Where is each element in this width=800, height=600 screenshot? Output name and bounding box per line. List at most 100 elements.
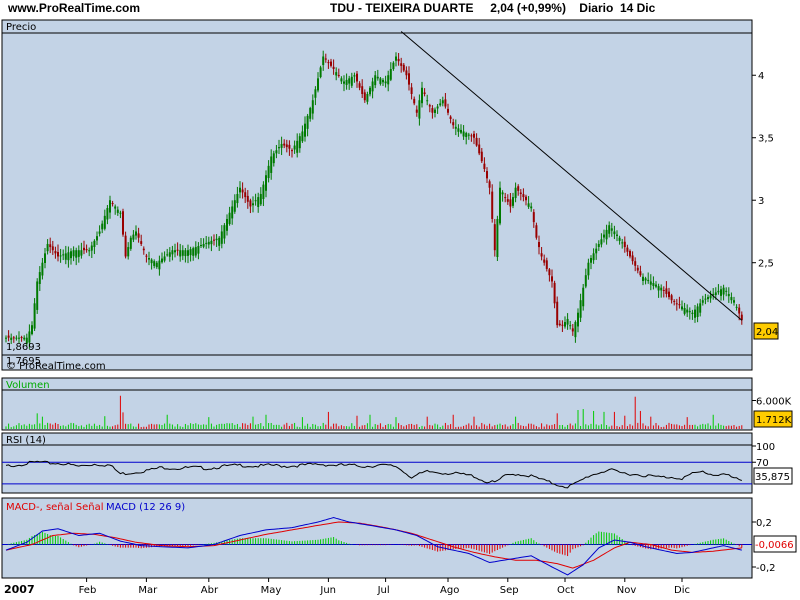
- price-panel-label: Precio: [6, 22, 36, 33]
- candle-body: [691, 312, 694, 315]
- candle-body: [447, 108, 449, 113]
- candle-body: [405, 70, 408, 76]
- candle-body: [605, 229, 608, 240]
- candle-body: [400, 63, 403, 66]
- candle-body: [145, 255, 148, 257]
- candle-body: [231, 206, 234, 219]
- candle-body: [460, 129, 462, 133]
- candle-body: [254, 200, 257, 202]
- candle-body: [369, 87, 371, 95]
- candle-body: [553, 282, 556, 304]
- price-tick-label: 2,5: [758, 259, 774, 270]
- candle-body: [337, 74, 340, 76]
- candle-body: [595, 248, 598, 254]
- candle-body: [174, 250, 176, 253]
- candle-body: [153, 261, 156, 266]
- candle-body: [301, 131, 304, 142]
- candle-body: [642, 276, 644, 281]
- candle-body: [124, 235, 127, 257]
- candle-body: [525, 196, 527, 201]
- candle-body: [215, 238, 218, 241]
- candle-body: [418, 100, 421, 119]
- rsi-line[interactable]: [5, 460, 742, 489]
- candle-body: [280, 143, 283, 148]
- candle-body: [33, 303, 36, 329]
- candle-body: [701, 300, 704, 303]
- candle-body: [207, 241, 210, 245]
- candle-body: [332, 66, 335, 69]
- candle-body: [639, 271, 642, 276]
- candle-body: [725, 290, 728, 292]
- candle-body: [517, 186, 520, 191]
- candle-body: [387, 75, 390, 85]
- candle-body: [548, 269, 551, 276]
- candle-body: [220, 231, 223, 244]
- candle-body: [226, 218, 228, 231]
- candle-body: [70, 251, 72, 259]
- last-price-badge: [753, 322, 779, 340]
- candle-body: [392, 62, 395, 70]
- candle-body: [12, 337, 15, 339]
- candle-body: [239, 187, 241, 193]
- candle-body: [590, 258, 592, 263]
- candle-body: [311, 100, 314, 114]
- candle-body: [621, 242, 624, 244]
- candle-body: [636, 267, 639, 271]
- candle-body: [80, 250, 83, 256]
- candle-body: [402, 64, 405, 71]
- volume-tick-label: 6.000K: [756, 397, 792, 408]
- candle-body: [340, 78, 343, 82]
- candle-body: [246, 195, 249, 202]
- candle-body: [584, 275, 587, 287]
- candle-body: [478, 144, 481, 154]
- candle-body: [62, 254, 65, 256]
- candle-body: [709, 295, 712, 299]
- volume-panel-label: Volumen: [6, 380, 50, 391]
- candle-body: [527, 203, 530, 207]
- candle-body: [592, 253, 595, 261]
- candle-body: [623, 241, 626, 248]
- candle-body: [597, 243, 600, 247]
- candle-body: [114, 206, 117, 209]
- candle-body: [309, 108, 312, 119]
- candle-body: [434, 109, 436, 113]
- trendline[interactable]: [400, 31, 743, 321]
- candle-body: [343, 81, 345, 84]
- candle-body: [618, 237, 621, 241]
- candle-body: [717, 290, 720, 293]
- candle-body: [730, 297, 733, 301]
- candle-body: [613, 231, 616, 235]
- candle-body: [64, 253, 67, 260]
- candle-body: [457, 128, 460, 132]
- candle-body: [278, 147, 280, 149]
- volume-bars: [5, 395, 743, 429]
- macd-panel-label: MACD (12 26 9): [106, 502, 185, 513]
- candle-body: [675, 303, 678, 305]
- candle-body: [51, 246, 54, 251]
- last-rsi-badge: [753, 467, 793, 485]
- candle-body: [465, 133, 468, 138]
- candle-body: [566, 318, 569, 325]
- candle-body: [85, 249, 88, 251]
- x-axis-year: 2007: [4, 583, 35, 596]
- candle-body: [660, 287, 663, 291]
- x-tick-label-ago: Ago: [440, 585, 459, 596]
- candle-body: [610, 228, 613, 231]
- candle-body: [657, 286, 660, 291]
- candles: [5, 50, 743, 349]
- candle-body: [83, 247, 85, 251]
- candle-body: [673, 300, 676, 302]
- candle-body: [413, 98, 416, 104]
- candle-body: [587, 262, 590, 276]
- candle-body: [574, 322, 577, 338]
- last-volume-label: 1.712K: [756, 415, 792, 426]
- macd-line[interactable]: [5, 516, 742, 576]
- candle-body: [218, 237, 221, 246]
- candle-body: [655, 284, 657, 287]
- site-name[interactable]: www.ProRealTime.com: [8, 1, 141, 15]
- candle-body: [545, 260, 548, 269]
- x-tick-label-may: May: [261, 585, 282, 596]
- candle-body: [686, 309, 689, 313]
